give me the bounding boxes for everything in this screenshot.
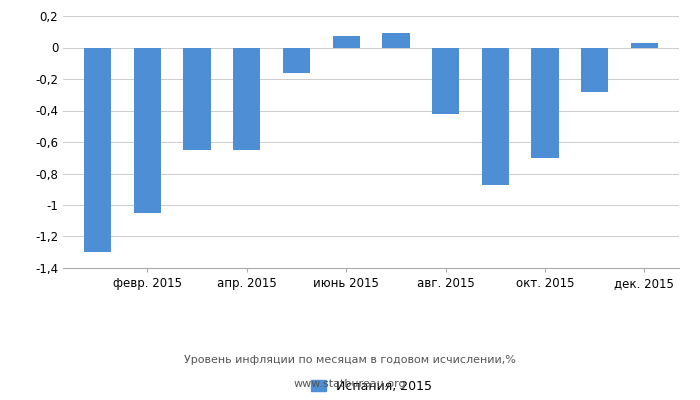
Bar bbox=[432, 48, 459, 114]
Text: Уровень инфляции по месяцам в годовом исчислении,%: Уровень инфляции по месяцам в годовом ис… bbox=[184, 355, 516, 365]
Bar bbox=[283, 48, 310, 73]
Bar bbox=[332, 36, 360, 48]
Bar bbox=[84, 48, 111, 252]
Text: www.statbureau.org: www.statbureau.org bbox=[294, 379, 406, 389]
Bar bbox=[482, 48, 509, 184]
Legend: Испания, 2015: Испания, 2015 bbox=[311, 380, 431, 393]
Bar bbox=[134, 48, 161, 213]
Bar bbox=[382, 33, 410, 48]
Bar bbox=[233, 48, 260, 150]
Bar bbox=[631, 43, 658, 48]
Bar bbox=[531, 48, 559, 158]
Bar bbox=[183, 48, 211, 150]
Bar bbox=[581, 48, 608, 92]
